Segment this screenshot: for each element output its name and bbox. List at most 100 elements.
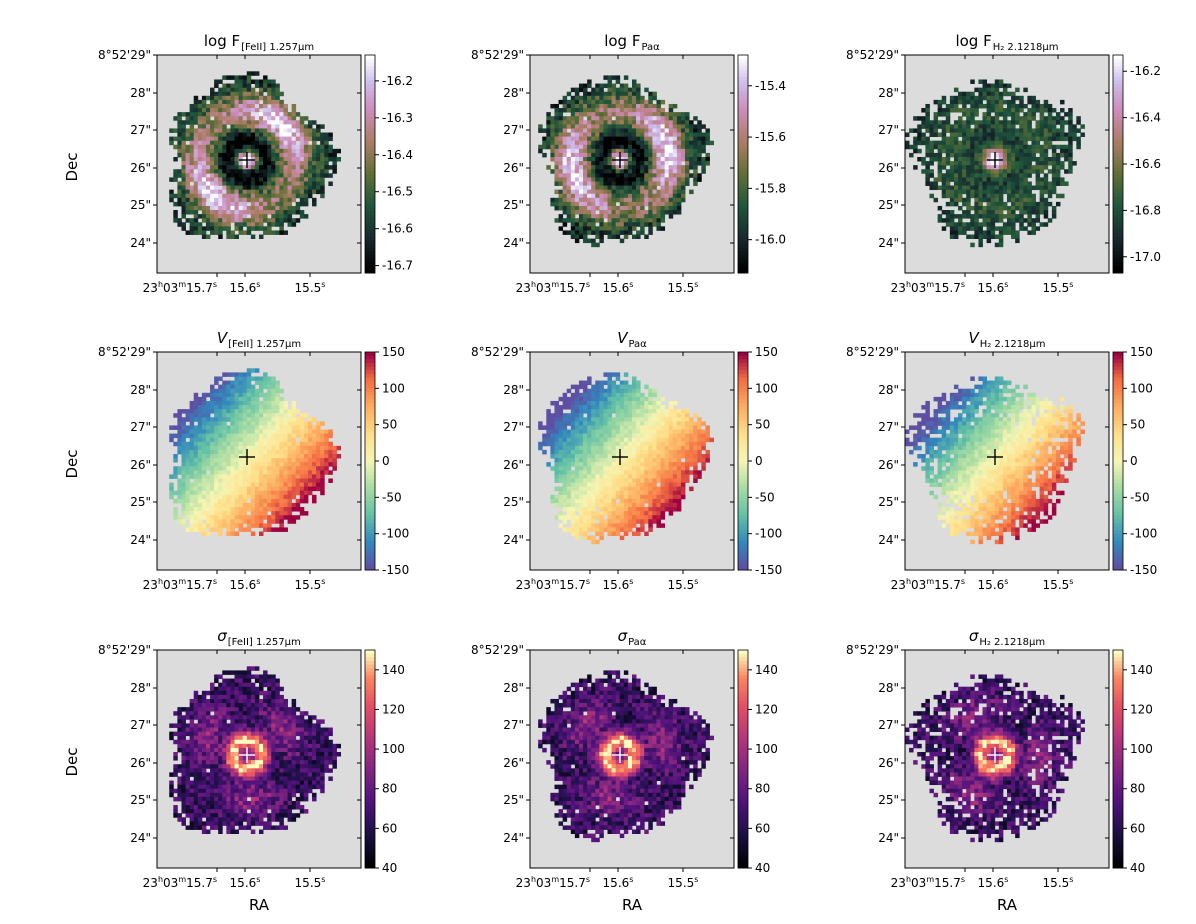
map-pixel — [949, 210, 955, 215]
map-pixel — [607, 230, 612, 235]
map-pixel — [250, 494, 256, 500]
map-pixel — [1055, 144, 1061, 150]
map-pixel — [210, 445, 215, 451]
map-pixel — [177, 449, 182, 455]
map-pixel — [185, 466, 191, 471]
ra-tick-label: 23h03m15.7s — [516, 280, 590, 295]
map-pixel — [230, 498, 235, 504]
map-pixel — [271, 197, 276, 203]
map-pixel — [230, 75, 235, 80]
map-pixel — [1015, 116, 1020, 121]
map-pixel — [287, 112, 293, 117]
map-pixel — [332, 445, 337, 451]
map-pixel — [1019, 226, 1024, 231]
ra-tick-label: 15.5s — [668, 280, 699, 295]
map-pixel — [259, 523, 264, 528]
map-pixel — [1023, 116, 1028, 121]
map-pixel — [648, 124, 653, 129]
map-pixel — [676, 185, 682, 191]
map-pixel — [279, 396, 284, 402]
map-pixel — [1007, 197, 1012, 203]
map-pixel — [566, 108, 572, 113]
map-pixel — [254, 519, 260, 524]
map-pixel — [210, 140, 215, 146]
map-pixel — [660, 201, 666, 207]
map-pixel — [185, 128, 191, 133]
map-pixel — [591, 116, 596, 121]
map-pixel — [210, 136, 215, 142]
map-pixel — [945, 222, 951, 227]
map-pixel — [185, 515, 191, 520]
map-pixel — [173, 433, 178, 439]
map-pixel — [619, 165, 625, 170]
map-pixel — [283, 400, 288, 406]
map-pixel — [644, 181, 649, 186]
map-pixel — [230, 173, 235, 178]
map-pixel — [913, 140, 918, 146]
map-pixel — [990, 165, 996, 170]
ra-tick-label: 15.6s — [603, 280, 634, 295]
map-pixel — [656, 165, 661, 170]
map-pixel — [652, 136, 657, 142]
map-pixel — [263, 112, 268, 117]
map-pixel — [668, 205, 674, 211]
map-pixel — [275, 507, 280, 512]
map-pixel — [242, 413, 248, 418]
map-pixel — [615, 132, 621, 137]
map-pixel — [263, 409, 268, 414]
map-pixel — [238, 210, 244, 215]
map-pixel — [652, 108, 657, 113]
map-pixel — [636, 205, 641, 211]
map-pixel — [566, 498, 572, 504]
map-pixel — [595, 99, 600, 105]
map-pixel — [230, 380, 235, 386]
map-pixel — [222, 507, 227, 512]
map-pixel — [283, 409, 288, 414]
map-pixel — [214, 511, 219, 516]
map-pixel — [937, 185, 943, 191]
map-pixel — [259, 144, 264, 150]
map-pixel — [623, 83, 629, 89]
map-pixel — [570, 120, 576, 125]
map-pixel — [197, 103, 203, 109]
map-pixel — [238, 169, 244, 174]
map-pixel — [627, 132, 633, 137]
map-pixel — [970, 214, 975, 219]
map-pixel — [246, 400, 252, 406]
map-pixel — [218, 388, 223, 394]
map-pixel — [189, 132, 195, 137]
map-pixel — [672, 205, 678, 211]
map-pixel — [640, 177, 645, 182]
map-pixel — [1019, 173, 1024, 178]
map-pixel — [595, 169, 600, 174]
map-pixel — [587, 83, 592, 89]
map-pixel — [238, 128, 244, 133]
map-pixel — [189, 124, 195, 129]
map-pixel — [640, 128, 645, 133]
map-pixel — [697, 120, 702, 125]
map-pixel — [267, 177, 272, 182]
map-pixel — [632, 108, 637, 113]
map-pixel — [554, 466, 559, 471]
map-pixel — [259, 197, 264, 203]
map-pixel — [611, 157, 617, 162]
map-pixel — [177, 197, 182, 203]
map-pixel — [201, 234, 207, 239]
map-pixel — [962, 189, 967, 195]
map-pixel — [230, 400, 235, 406]
map-pixel — [214, 197, 219, 203]
map-pixel — [962, 177, 967, 182]
map-pixel — [197, 169, 203, 174]
map-pixel — [283, 502, 288, 508]
map-pixel — [953, 173, 959, 178]
map-pixel — [259, 511, 264, 516]
map-pixel — [250, 531, 256, 536]
map-pixel — [275, 128, 280, 133]
map-pixel — [222, 425, 227, 430]
map-pixel — [226, 116, 231, 121]
map-pixel — [328, 458, 333, 463]
map-pixel — [949, 132, 955, 137]
map-pixel — [917, 124, 922, 129]
map-pixel — [328, 462, 333, 467]
map-pixel — [986, 193, 992, 199]
